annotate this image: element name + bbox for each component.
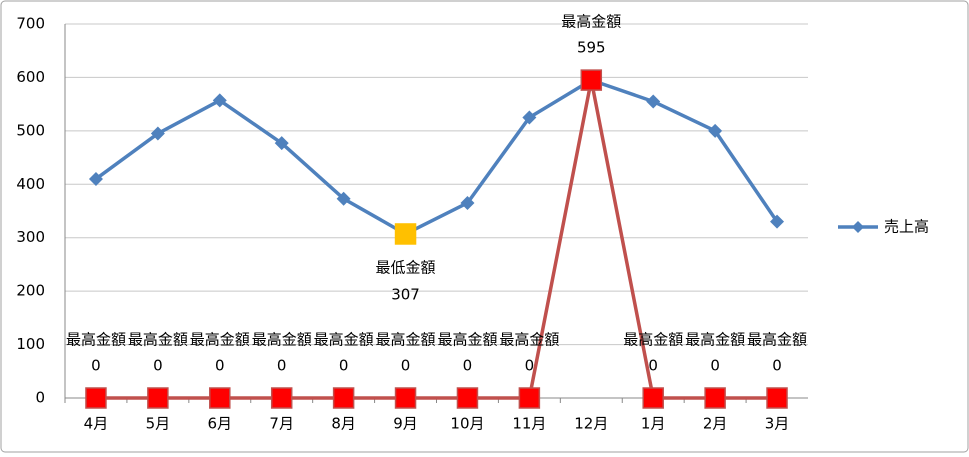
marker [580, 69, 603, 91]
data-label-name: 最低金額 [376, 258, 436, 276]
x-tick-label: 1月 [641, 415, 666, 433]
marker [460, 195, 475, 210]
data-label-name: 最高金額 [437, 331, 497, 349]
data-label: 0 [215, 357, 225, 375]
y-tick-label: 400 [16, 175, 45, 193]
marker [394, 223, 417, 245]
y-tick-label: 500 [16, 121, 45, 139]
x-tick-label: 2月 [703, 415, 728, 433]
marker [394, 387, 417, 409]
x-tick-label: 5月 [146, 415, 171, 433]
data-label-name: 最高金額 [623, 331, 683, 349]
marker [522, 110, 537, 125]
data-label: 0 [153, 357, 163, 375]
x-tick-label: 12月 [574, 415, 608, 433]
marker [704, 387, 726, 409]
data-label: 0 [772, 357, 782, 375]
marker [150, 126, 165, 141]
x-tick-label: 4月 [84, 415, 109, 433]
x-tick-label: 9月 [393, 415, 418, 433]
marker [770, 214, 785, 229]
data-label-name: 最高金額 [128, 331, 188, 349]
marker [209, 387, 231, 409]
data-label: 0 [710, 357, 720, 375]
y-tick-label: 700 [16, 15, 45, 33]
x-tick-label: 6月 [208, 415, 233, 433]
x-tick-label: 7月 [269, 415, 294, 433]
marker [88, 171, 103, 186]
data-label: 0 [339, 357, 349, 375]
data-label: 0 [91, 357, 101, 375]
x-tick-label: 10月 [450, 415, 484, 433]
marker [212, 93, 227, 108]
data-label: 0 [401, 357, 411, 375]
legend-marker [852, 221, 864, 233]
y-tick-label: 300 [16, 228, 45, 246]
data-label-name: 最高金額 [747, 331, 807, 349]
marker [642, 387, 664, 409]
y-tick-label: 100 [16, 335, 45, 353]
data-label-name: 最高金額 [314, 331, 374, 349]
data-label-name: 最高金額 [561, 13, 621, 31]
y-tick-label: 0 [35, 389, 45, 407]
data-label: 595 [577, 39, 606, 57]
marker [766, 387, 788, 409]
series-line [94, 78, 779, 236]
marker [85, 387, 107, 409]
y-tick-label: 200 [16, 282, 45, 300]
legend-label: 売上高 [884, 218, 929, 236]
marker [646, 94, 661, 109]
data-label-name: 最高金額 [66, 331, 126, 349]
data-label: 0 [277, 357, 287, 375]
data-label-name: 最高金額 [499, 331, 559, 349]
data-label: 0 [648, 357, 658, 375]
data-label-name: 最高金額 [252, 331, 312, 349]
x-tick-label: 3月 [765, 415, 790, 433]
data-label: 0 [463, 357, 473, 375]
marker [274, 136, 289, 151]
data-label-name: 最高金額 [376, 331, 436, 349]
x-tick-label: 11月 [512, 415, 546, 433]
data-label: 0 [525, 357, 535, 375]
marker [336, 191, 351, 206]
data-label: 307 [391, 285, 420, 303]
y-tick-label: 600 [16, 68, 45, 86]
marker [270, 387, 293, 409]
marker [332, 387, 355, 409]
x-tick-label: 8月 [331, 415, 356, 433]
marker [708, 123, 723, 138]
data-label-name: 最高金額 [190, 331, 250, 349]
marker [147, 387, 169, 409]
data-label-name: 最高金額 [685, 331, 745, 349]
marker [456, 387, 479, 409]
marker [518, 387, 541, 409]
